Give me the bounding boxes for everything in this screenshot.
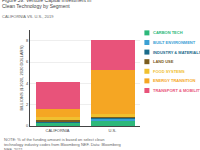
- svg-text:TRANSPORT & MOBILITY: TRANSPORT & MOBILITY: [153, 88, 200, 93]
- svg-text:FOOD SYSTEMS: FOOD SYSTEMS: [153, 69, 185, 74]
- svg-text:LAND USE: LAND USE: [153, 59, 174, 64]
- svg-text:ENERGY TRANSITION: ENERGY TRANSITION: [153, 78, 195, 83]
- svg-text:NOTE: % of the funding amount: NOTE: % of the funding amount is based o…: [4, 137, 121, 150]
- svg-text:0: 0: [26, 123, 29, 128]
- svg-text:U.S.: U.S.: [109, 128, 117, 133]
- svg-text:4: 4: [26, 81, 29, 86]
- svg-text:CARBON TECH: CARBON TECH: [153, 30, 183, 35]
- svg-text:BILLIONS ($ 2020, 2020 DOLLARS: BILLIONS ($ 2020, 2020 DOLLARS): [19, 45, 24, 111]
- svg-text:8: 8: [26, 38, 29, 43]
- svg-text:2: 2: [26, 102, 29, 107]
- svg-text:6: 6: [26, 59, 29, 64]
- svg-text:CALIFORNIA: CALIFORNIA: [45, 128, 69, 133]
- svg-text:INDUSTRY & MATERIALS: INDUSTRY & MATERIALS: [153, 50, 200, 55]
- svg-text:BUILT ENVIRONMENT: BUILT ENVIRONMENT: [153, 40, 196, 45]
- svg-text:Figure 59. Venture Capital Inv: Figure 59. Venture Capital Investment in…: [2, 0, 91, 9]
- svg-text:CALIFORNIA VS. U.S., 2019: CALIFORNIA VS. U.S., 2019: [2, 14, 54, 19]
